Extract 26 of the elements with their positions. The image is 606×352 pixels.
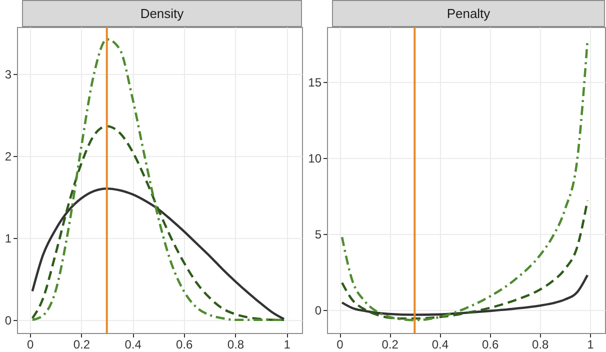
y-tick-label: 15 <box>308 75 322 90</box>
chart-title: Penalty <box>332 0 605 27</box>
x-tick-label: 0.8 <box>227 338 244 352</box>
x-tick-label: 0.2 <box>382 338 399 352</box>
y-tick-label: 5 <box>314 228 322 242</box>
line-series <box>31 187 286 320</box>
x-tick-label: 1 <box>284 338 291 352</box>
chart-title: Density <box>22 0 302 27</box>
x-tick-label: 0.2 <box>73 338 90 352</box>
y-tick-label: 10 <box>308 151 322 166</box>
line-series <box>31 125 286 322</box>
y-tick-label: 0 <box>314 304 322 318</box>
y-tick-label: 2 <box>4 149 12 164</box>
line-series <box>340 199 589 320</box>
x-tick-label: 0.8 <box>532 338 550 352</box>
y-tick-label: 1 <box>4 231 12 246</box>
x-tick-label: 0.6 <box>176 338 194 352</box>
x-tick-label: 0 <box>336 338 344 352</box>
x-tick-label: 1 <box>587 338 594 352</box>
x-tick-label: 0 <box>26 338 34 352</box>
y-tick-label: 0 <box>4 313 12 328</box>
y-tick-label: 3 <box>4 67 12 82</box>
x-tick-label: 0.4 <box>432 338 449 352</box>
x-tick-label: 0.6 <box>482 338 499 352</box>
line-series <box>340 274 589 316</box>
x-tick-label: 0.4 <box>124 338 142 352</box>
